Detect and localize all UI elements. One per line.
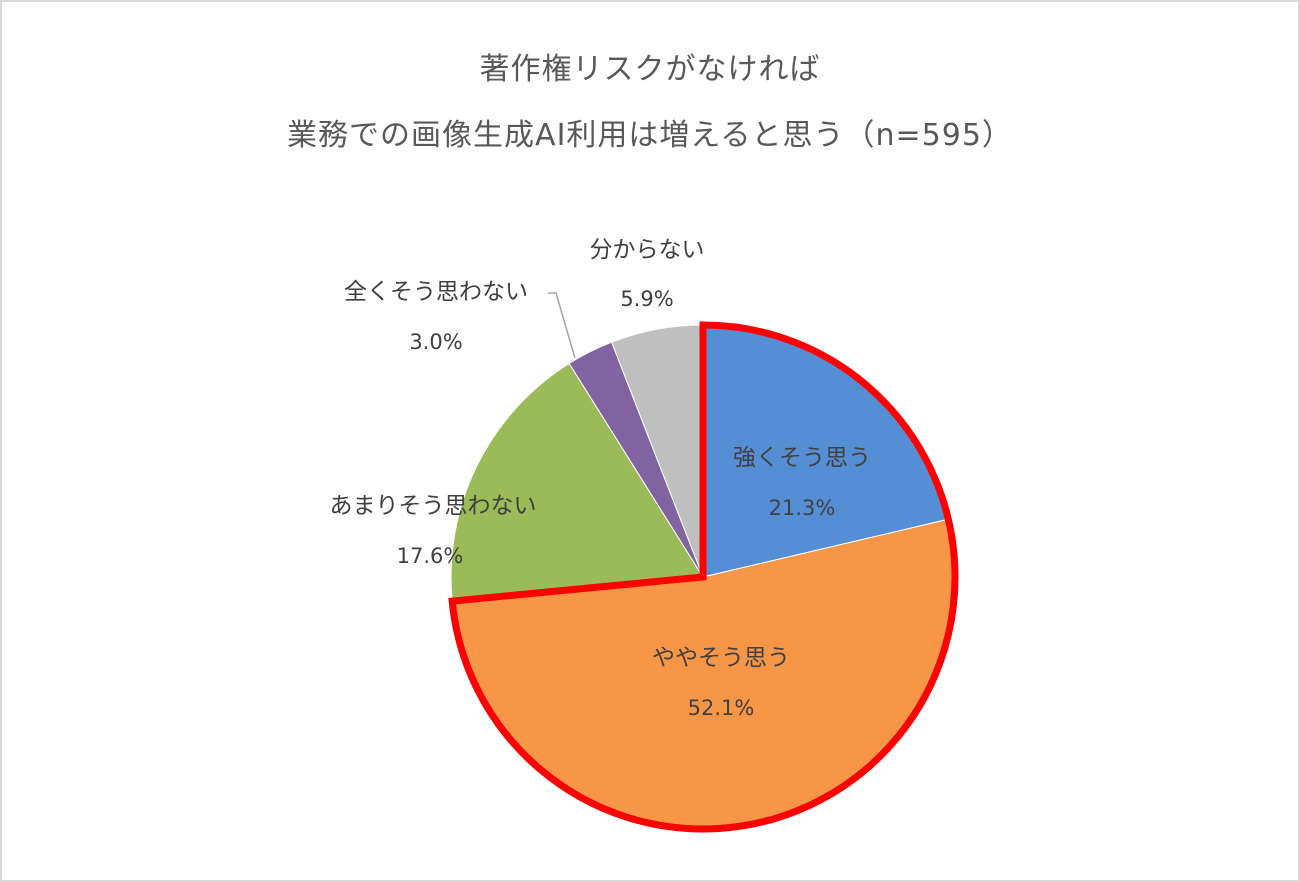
pct-somewhat-disagree: 17.6% <box>396 544 464 568</box>
highlight-outline <box>448 321 959 833</box>
pct-strongly-agree: 21.3% <box>768 496 836 520</box>
label-dont-know: 分からない <box>589 237 705 263</box>
label-strongly-disagree: 全くそう思わない <box>344 279 528 305</box>
label-somewhat-agree: ややそう思う <box>652 645 790 671</box>
pct-strongly-disagree: 3.0% <box>409 330 463 354</box>
chart-title-line2: 業務での画像生成AI利用は増えると思う（n=595） <box>287 118 1013 153</box>
leader-line <box>548 292 576 359</box>
label-somewhat-disagree: あまりそう思わない <box>329 493 537 519</box>
pct-somewhat-agree: 52.1% <box>687 696 755 720</box>
chart-title-line1: 著作権リスクがなければ <box>479 52 821 87</box>
pct-dont-know: 5.9% <box>620 287 674 311</box>
label-strongly-agree: 強くそう思う <box>733 445 871 471</box>
pie-slice <box>450 362 704 602</box>
